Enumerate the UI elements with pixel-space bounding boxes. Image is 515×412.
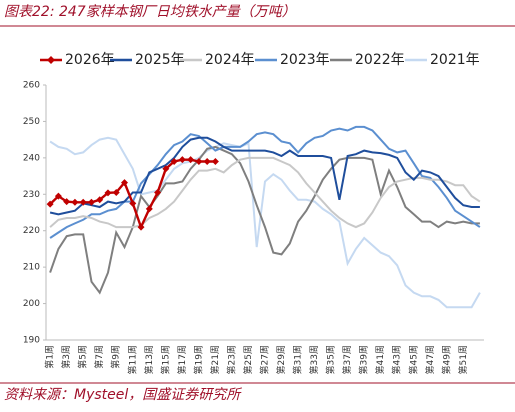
x-tick-label: 第11周 [126,345,138,374]
x-tick-label: 第31周 [292,345,304,374]
x-tick-label: 第47周 [424,345,436,374]
x-tick-label: 第37周 [341,345,353,374]
point-marker [162,165,170,173]
point-marker [187,156,195,164]
x-tick-label: 第39周 [358,345,370,374]
legend-label: 2025年 [135,52,185,68]
point-marker [203,158,211,165]
point-marker [121,179,129,187]
y-tick-label: 190 [23,336,40,346]
point-marker [154,188,162,196]
y-tick-label: 240 [23,153,40,163]
x-tick-label: 第15周 [159,345,171,374]
x-tick-label: 第5周 [77,345,89,369]
y-tick-label: 200 [23,299,40,309]
y-tick-label: 210 [23,263,40,273]
series-line [49,136,481,309]
point-marker [145,205,153,213]
series-line [49,145,480,295]
legend-label: 2026年 [65,52,115,68]
x-tick-label: 第45周 [407,345,419,374]
x-tick-label: 第7周 [93,345,105,369]
x-tick-label: 第33周 [308,345,320,374]
series-line [49,156,481,229]
series-line [49,136,480,216]
point-marker [46,200,54,208]
point-marker [79,198,87,206]
point-marker [63,198,71,206]
x-tick-label: 第21周 [209,345,221,374]
point-marker [178,156,186,164]
point-marker [54,192,62,200]
chart-title: 图表22: 247家样本钢厂日均铁水产量（万吨） [4,4,296,20]
x-tick-label: 第35周 [325,345,337,374]
y-tick-label: 220 [23,226,40,236]
x-tick-label: 第25周 [242,345,254,374]
point-marker [211,158,219,165]
y-tick-label: 250 [23,117,40,127]
legend-label: 2022年 [355,52,405,68]
point-marker [112,188,120,196]
x-tick-label: 第43周 [391,345,403,374]
x-tick-label: 第17周 [176,345,188,374]
x-tick-label: 第13周 [143,345,155,374]
x-tick-label: 第1周 [44,345,56,369]
x-tick-label: 第27周 [259,345,271,374]
x-tick-label: 第29周 [275,345,287,374]
y-tick-label: 260 [23,81,40,91]
point-marker [195,158,203,165]
y-tick-label: 230 [23,190,40,200]
legend-label: 2023年 [280,52,330,68]
source: 资料来源：Mysteel，国盛证券研究所 [4,387,242,403]
legend-marker [47,56,55,64]
x-tick-label: 第3周 [60,345,72,369]
x-tick-label: 第23周 [225,345,237,374]
legend-label: 2021年 [430,52,480,68]
point-marker [96,196,104,204]
point-marker [71,198,79,206]
point-marker [137,223,145,231]
x-tick-label: 第49周 [440,345,452,374]
point-marker [87,198,95,206]
x-tick-label: 第19周 [192,345,204,374]
x-tick-label: 第41周 [374,345,386,374]
series-line [49,125,481,239]
legend-label: 2024年 [205,52,255,68]
point-marker [170,158,178,165]
point-marker [129,199,137,207]
point-marker [104,189,112,197]
x-tick-label: 第51周 [457,345,469,374]
x-tick-label: 第9周 [110,345,122,369]
